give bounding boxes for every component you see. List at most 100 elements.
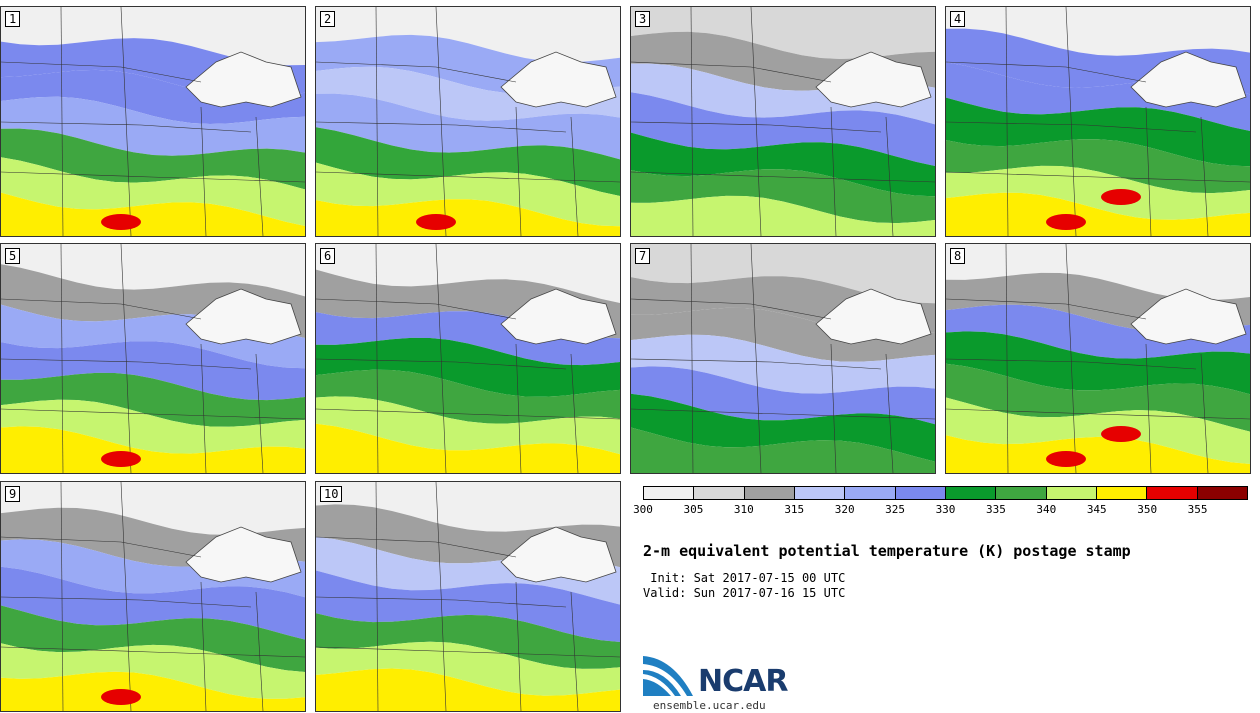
temperature-band bbox=[631, 195, 935, 236]
colorbar-segment bbox=[1046, 487, 1097, 499]
colorbar-segment bbox=[644, 487, 695, 499]
state-boundary bbox=[570, 353, 579, 473]
state-boundary bbox=[316, 596, 567, 608]
state-boundary bbox=[375, 244, 379, 473]
temperature-band bbox=[946, 97, 1250, 167]
ensemble-member-panel: 9 bbox=[0, 481, 306, 712]
state-boundary bbox=[375, 482, 379, 711]
state-boundary bbox=[515, 581, 522, 711]
temperature-band bbox=[1, 426, 305, 473]
member-number: 7 bbox=[635, 248, 651, 264]
temperature-band bbox=[1, 96, 305, 156]
state-boundary bbox=[316, 298, 517, 320]
temperature-band bbox=[946, 192, 1250, 236]
colorbar-segment bbox=[845, 487, 896, 499]
ensemble-member-panel: 1 bbox=[0, 6, 306, 237]
state-boundary bbox=[375, 7, 379, 236]
colorbar-segment bbox=[996, 487, 1047, 499]
colorbar-tick-label: 340 bbox=[1036, 503, 1057, 516]
member-number: 5 bbox=[5, 248, 21, 264]
colorbar-segment bbox=[1147, 487, 1198, 499]
state-boundary bbox=[946, 61, 1147, 83]
state-boundary bbox=[946, 171, 1250, 183]
ensemble-member-panel: 10 bbox=[315, 481, 621, 712]
temperature-band bbox=[631, 244, 935, 304]
temperature-band bbox=[1, 69, 305, 124]
temperature-band bbox=[316, 613, 620, 669]
state-boundary bbox=[1065, 244, 1077, 473]
temperature-band bbox=[946, 62, 1250, 132]
colorbar-tick-label: 310 bbox=[733, 503, 754, 516]
temperature-field-map bbox=[631, 244, 935, 473]
temperature-field-map bbox=[316, 7, 620, 236]
ensemble-member-panel: 2 bbox=[315, 6, 621, 237]
temperature-band bbox=[1, 482, 305, 535]
state-boundary bbox=[200, 581, 207, 711]
temperature-band bbox=[946, 7, 1250, 56]
state-boundary bbox=[690, 244, 694, 473]
temperature-band bbox=[946, 363, 1250, 432]
state-boundary bbox=[946, 358, 1197, 370]
colorbar-segment bbox=[694, 487, 745, 499]
state-boundary bbox=[515, 343, 522, 473]
hot-spot bbox=[1101, 426, 1141, 442]
great-lakes-shape bbox=[815, 288, 932, 345]
temperature-band bbox=[1, 244, 305, 297]
temperature-band bbox=[631, 132, 935, 197]
figure-title: 2-m equivalent potential temperature (K)… bbox=[643, 542, 1131, 560]
hot-spot bbox=[101, 451, 141, 467]
state-boundary bbox=[1065, 7, 1077, 236]
temperature-band bbox=[316, 93, 620, 160]
temperature-band bbox=[631, 169, 935, 224]
temperature-band bbox=[631, 366, 935, 425]
ncar-logo-text: NCAR bbox=[698, 664, 788, 699]
state-boundary bbox=[316, 358, 567, 370]
state-boundary bbox=[1005, 244, 1009, 473]
temperature-band bbox=[1, 264, 305, 338]
state-boundary bbox=[435, 244, 447, 473]
great-lakes-shape bbox=[185, 526, 302, 583]
colorbar-tick-label: 330 bbox=[935, 503, 956, 516]
temperature-band bbox=[631, 427, 935, 473]
temperature-field-map bbox=[316, 482, 620, 711]
state-boundary bbox=[316, 61, 517, 83]
temperature-band bbox=[1, 7, 305, 66]
ensemble-member-panel: 7 bbox=[630, 243, 936, 474]
ensemble-member-panel: 5 bbox=[0, 243, 306, 474]
temperature-band bbox=[631, 7, 935, 59]
colorbar-tick-label: 335 bbox=[985, 503, 1006, 516]
temperature-band bbox=[316, 668, 620, 711]
state-boundary bbox=[316, 121, 567, 133]
great-lakes-shape bbox=[500, 288, 617, 345]
temperature-band bbox=[316, 641, 620, 696]
temperature-field-map bbox=[946, 244, 1250, 473]
hot-spot bbox=[1101, 189, 1141, 205]
temperature-band bbox=[1, 157, 305, 226]
state-boundary bbox=[631, 358, 882, 370]
init-time: Init: Sat 2017-07-15 00 UTC bbox=[643, 571, 846, 585]
ncar-logo-icon bbox=[643, 656, 693, 696]
state-boundary bbox=[631, 298, 832, 320]
state-boundary bbox=[690, 7, 694, 236]
colorbar-segment bbox=[945, 487, 997, 499]
ensemble-member-panel: 6 bbox=[315, 243, 621, 474]
state-boundary bbox=[316, 646, 620, 658]
temperature-band bbox=[1, 128, 305, 190]
temperature-band bbox=[1, 605, 305, 672]
valid-time: Valid: Sun 2017-07-16 15 UTC bbox=[643, 586, 846, 600]
member-number: 3 bbox=[635, 11, 651, 27]
temperature-band bbox=[316, 369, 620, 424]
state-boundary bbox=[120, 482, 132, 711]
ensemble-member-panel: 3 bbox=[630, 6, 936, 237]
state-boundary bbox=[1, 596, 252, 608]
site-url: ensemble.ucar.edu bbox=[653, 699, 766, 712]
state-boundary bbox=[200, 106, 207, 236]
state-boundary bbox=[255, 353, 264, 473]
temperature-band bbox=[946, 304, 1250, 359]
temperature-band bbox=[946, 435, 1250, 473]
member-number: 8 bbox=[950, 248, 966, 264]
ensemble-member-panel: 8 bbox=[945, 243, 1251, 474]
temperature-band bbox=[631, 92, 935, 166]
state-boundary bbox=[1, 536, 202, 558]
great-lakes-shape bbox=[1130, 51, 1247, 108]
